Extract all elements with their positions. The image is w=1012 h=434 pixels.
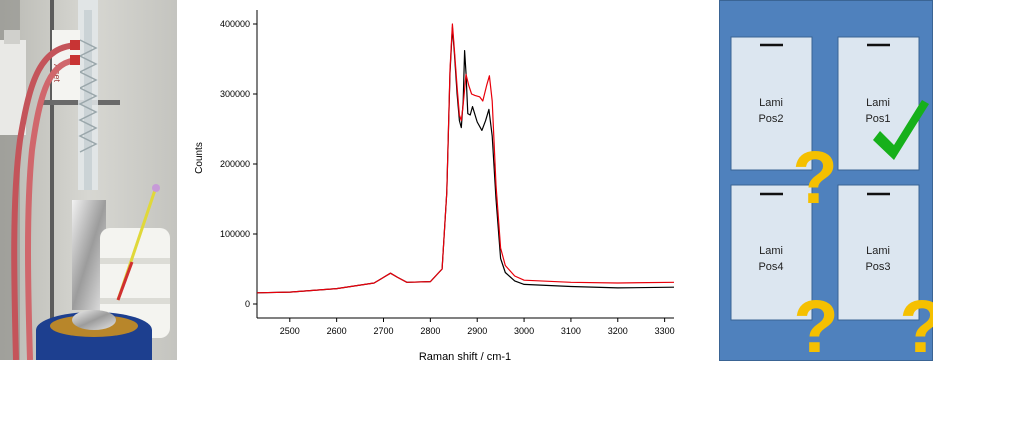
x-tick-label: 2800 [420,326,440,336]
tile-position: Pos1 [865,113,890,125]
tile-label: Lami [759,245,783,257]
x-tick-label: 3200 [608,326,628,336]
check-icon [873,100,929,160]
x-tick-label: 3100 [561,326,581,336]
tile-pos1: Lami Pos1 [837,36,920,171]
condenser-coil [78,39,98,153]
y-tick-label: 200000 [220,159,250,169]
tile-pos3: Lami Pos3 [837,184,920,321]
series-line-1 [256,26,675,294]
x-tick-label: 3000 [514,326,534,336]
tile-pos2: Lami Pos2 [730,36,813,171]
series-line-2 [256,23,675,294]
raman-chart: 2500 2600 2700 2800 2900 3000 3100 3200 3300 0 10… [194,10,675,363]
x-tick-label: 2600 [327,326,347,336]
tile-label: Lami [759,97,783,109]
tile-label: Lami [866,97,890,109]
y-tick-label: 100000 [220,229,250,239]
red-hose [11,42,81,360]
x-tick-label: 2500 [280,326,300,336]
tile-position: Pos3 [865,261,890,273]
x-tick-label: 3300 [655,326,675,336]
question-mark-icon: ? [899,285,933,361]
question-mark-icon: ? [792,136,837,219]
tile-label: Lami [866,245,890,257]
lab-photo: Acet [0,0,177,360]
tile-position: Pos2 [758,113,783,125]
red-hose [25,57,81,360]
tile-position: Pos4 [758,261,783,273]
y-axis-label: Counts [194,142,205,174]
question-mark-icon: ? [793,285,838,361]
y-tick-label: 300000 [220,89,250,99]
laminate-board: Lami Pos2 Lami Pos1 Lami Pos4 Lami Pos3 … [719,0,933,361]
plot-area: 2500 2600 2700 2800 2900 3000 3100 3200 3300 0 10… [220,10,675,336]
x-axis-label: Raman shift / cm-1 [419,351,511,363]
y-tick-label: 0 [245,299,250,309]
x-tick-label: 2700 [373,326,393,336]
y-tick-label: 400000 [220,19,250,29]
x-tick-label: 2900 [467,326,487,336]
tile-pos4: Lami Pos4 [730,184,813,321]
